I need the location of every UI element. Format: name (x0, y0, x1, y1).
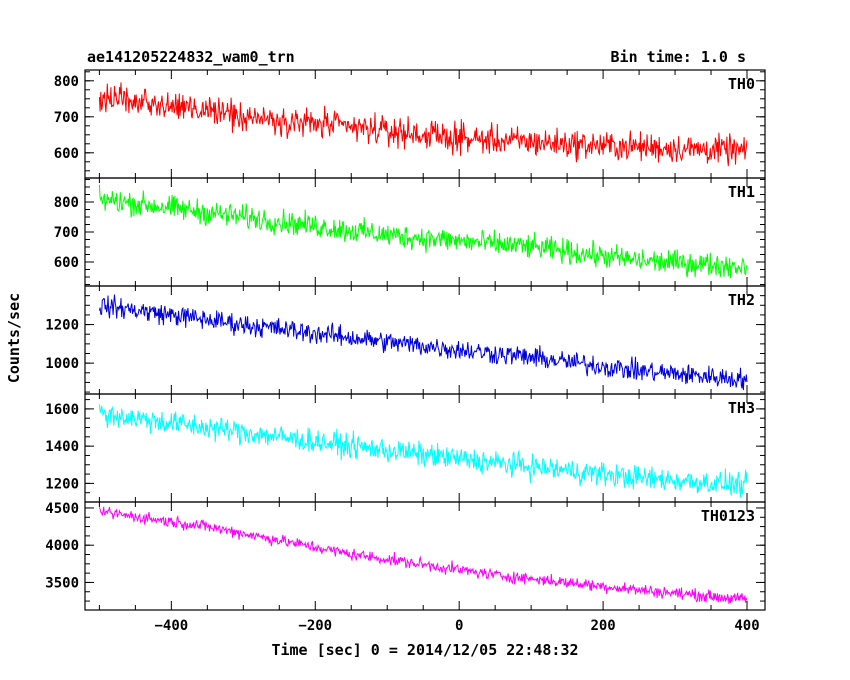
y-tick-label: 1000 (45, 356, 79, 372)
x-tick-label: −400 (154, 618, 188, 634)
x-tick-label: 0 (455, 618, 463, 634)
panel-th0123: 3500 4000 4500 TH0123 (45, 501, 766, 611)
y-tick-label: 4500 (45, 501, 79, 517)
panel-frame (84, 285, 766, 395)
panel-name-label: TH0 (728, 75, 755, 93)
y-tick-label: 1600 (45, 402, 79, 418)
panel-frame (84, 501, 766, 611)
panel-th0: 600 700 800 TH0 (54, 69, 766, 179)
panel-name-label: TH3 (728, 399, 755, 417)
panel-frame (84, 393, 766, 503)
panel-th1: 600 700 800 TH1 (54, 177, 766, 287)
y-axis-label: Counts/sec (5, 293, 23, 383)
panel-name-label: TH2 (728, 291, 755, 309)
x-tick-label: 200 (590, 618, 615, 634)
panel-name-label: TH1 (728, 183, 755, 201)
panel-th3: 1200 1400 1600 TH3 (45, 393, 766, 503)
x-axis-label: Time [sec] 0 = 2014/12/05 22:48:32 (271, 641, 578, 659)
series-line-th0123 (98, 506, 748, 604)
series-line-th2 (98, 294, 748, 391)
y-tick-label: 800 (54, 195, 79, 211)
y-tick-label: 600 (54, 255, 79, 271)
bin-time-label: Bin time: 1.0 s (611, 48, 746, 66)
y-tick-label: 1200 (45, 476, 79, 492)
chart-title: ae141205224832_wam0_trn (87, 48, 295, 66)
y-tick-label: 600 (54, 146, 79, 162)
y-tick-label: 1400 (45, 439, 79, 455)
panel-frame (84, 69, 766, 179)
series-line-th1 (98, 184, 748, 279)
y-tick-label: 3500 (45, 575, 79, 591)
y-tick-label: 4000 (45, 538, 79, 554)
panel-name-label: TH0123 (701, 507, 755, 525)
y-tick-label: 1200 (45, 318, 79, 334)
panel-th2: 1000 1200 TH2 (45, 285, 766, 395)
y-tick-label: 800 (54, 74, 79, 90)
x-tick-label: −200 (298, 618, 332, 634)
series-line-th3 (98, 404, 748, 498)
x-tick-label: 400 (734, 618, 759, 634)
panel-frame (84, 177, 766, 287)
y-tick-label: 700 (54, 110, 79, 126)
series-line-th0 (98, 82, 748, 167)
y-tick-label: 700 (54, 225, 79, 241)
